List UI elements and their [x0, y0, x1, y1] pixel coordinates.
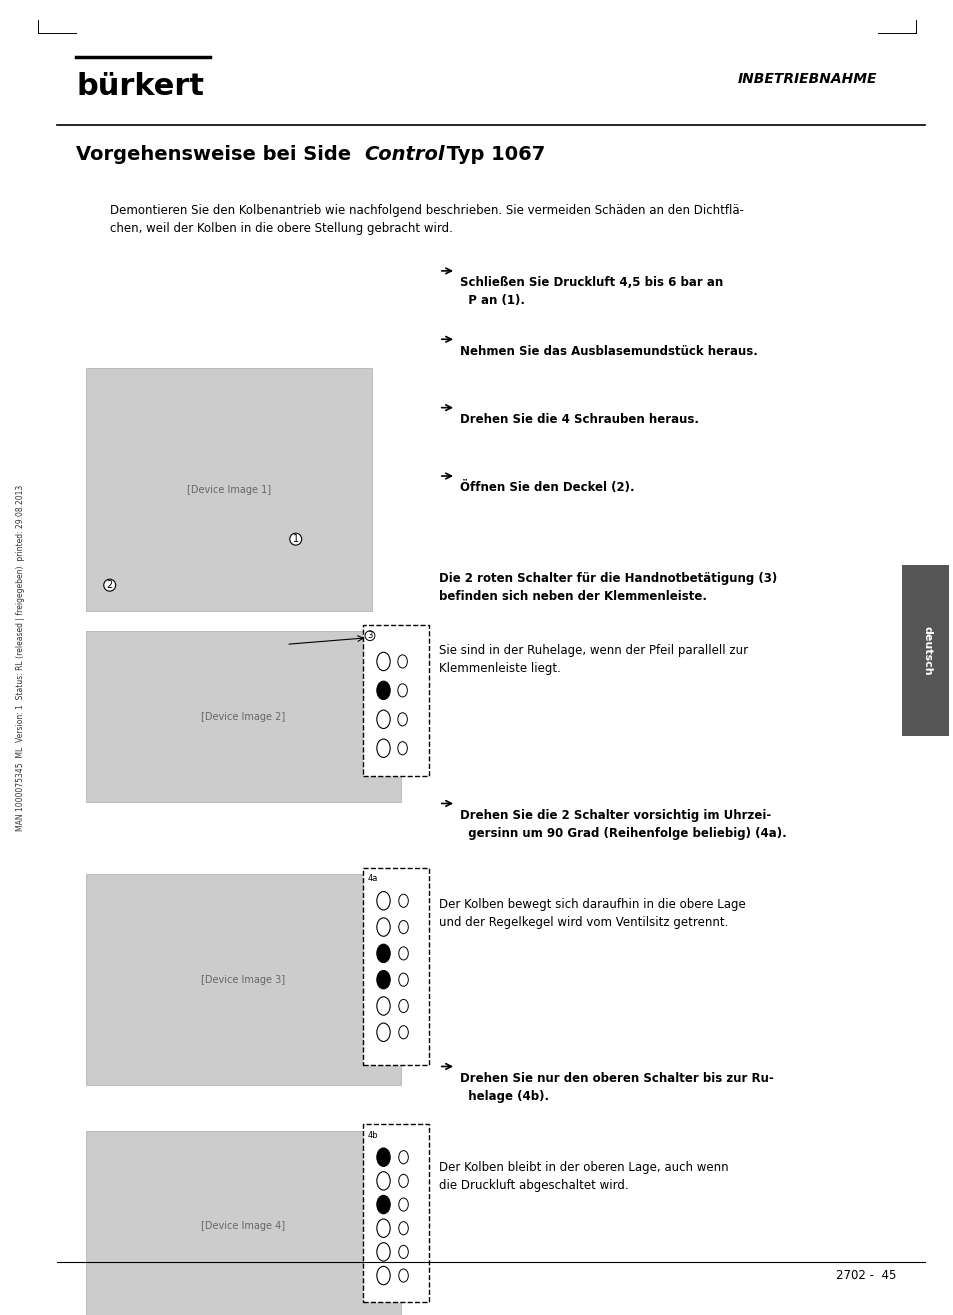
Circle shape	[398, 1026, 408, 1039]
Circle shape	[376, 1172, 390, 1190]
Circle shape	[398, 1269, 408, 1282]
Text: Typ 1067: Typ 1067	[439, 145, 544, 163]
Circle shape	[376, 1219, 390, 1237]
Circle shape	[398, 1245, 408, 1258]
Text: Der Kolben bewegt sich daraufhin in die obere Lage
und der Regelkegel wird vom V: Der Kolben bewegt sich daraufhin in die …	[438, 898, 745, 930]
Text: 4a: 4a	[367, 874, 377, 884]
Text: Öffnen Sie den Deckel (2).: Öffnen Sie den Deckel (2).	[459, 481, 634, 494]
Circle shape	[398, 1198, 408, 1211]
Circle shape	[376, 1148, 390, 1166]
Text: Control: Control	[364, 145, 444, 163]
FancyBboxPatch shape	[362, 625, 429, 776]
Circle shape	[376, 892, 390, 910]
Text: deutsch: deutsch	[922, 626, 931, 676]
FancyBboxPatch shape	[86, 1131, 400, 1315]
Circle shape	[376, 1243, 390, 1261]
FancyBboxPatch shape	[86, 874, 400, 1085]
Circle shape	[397, 713, 407, 726]
Circle shape	[398, 947, 408, 960]
Text: Die 2 roten Schalter für die Handnotbetätigung (3)
befinden sich neben der Klemm: Die 2 roten Schalter für die Handnotbetä…	[438, 572, 777, 604]
FancyBboxPatch shape	[86, 368, 372, 611]
Circle shape	[397, 684, 407, 697]
Circle shape	[376, 1266, 390, 1285]
Text: Nehmen Sie das Ausblasemundstück heraus.: Nehmen Sie das Ausblasemundstück heraus.	[459, 345, 757, 358]
Text: Drehen Sie die 2 Schalter vorsichtig im Uhrzei-
  gersinn um 90 Grad (Reihenfolg: Drehen Sie die 2 Schalter vorsichtig im …	[459, 809, 786, 840]
Text: Schließen Sie Druckluft 4,5 bis 6 bar an
  P an (1).: Schließen Sie Druckluft 4,5 bis 6 bar an…	[459, 276, 722, 308]
Circle shape	[376, 970, 390, 989]
FancyBboxPatch shape	[362, 1124, 429, 1302]
Circle shape	[376, 1195, 390, 1214]
Text: 4b: 4b	[367, 1131, 377, 1140]
Circle shape	[398, 894, 408, 907]
Circle shape	[398, 973, 408, 986]
Text: 2702 -  45: 2702 - 45	[836, 1269, 896, 1282]
Circle shape	[398, 1174, 408, 1187]
Text: Demontieren Sie den Kolbenantrieb wie nachfolgend beschrieben. Sie vermeiden Sch: Demontieren Sie den Kolbenantrieb wie na…	[110, 204, 743, 235]
FancyBboxPatch shape	[362, 868, 429, 1065]
Circle shape	[376, 1023, 390, 1041]
Circle shape	[376, 997, 390, 1015]
Text: 1: 1	[293, 534, 298, 544]
Circle shape	[398, 1151, 408, 1164]
Circle shape	[376, 681, 390, 700]
Text: [Device Image 1]: [Device Image 1]	[187, 485, 271, 494]
Text: 2: 2	[107, 580, 112, 590]
Circle shape	[398, 920, 408, 934]
Text: Der Kolben bleibt in der oberen Lage, auch wenn
die Druckluft abgeschaltet wird.: Der Kolben bleibt in der oberen Lage, au…	[438, 1161, 728, 1193]
FancyBboxPatch shape	[901, 565, 948, 736]
Circle shape	[376, 652, 390, 671]
Text: [Device Image 3]: [Device Image 3]	[201, 974, 285, 985]
Text: MAN 1000075345  ML  Version: 1  Status: RL (released | freigegeben)  printed: 29: MAN 1000075345 ML Version: 1 Status: RL …	[16, 484, 26, 831]
FancyBboxPatch shape	[86, 631, 400, 802]
Text: INBETRIEBNAHME: INBETRIEBNAHME	[738, 72, 877, 87]
Text: Vorgehensweise bei Side: Vorgehensweise bei Side	[76, 145, 351, 163]
Text: Drehen Sie die 4 Schrauben heraus.: Drehen Sie die 4 Schrauben heraus.	[459, 413, 699, 426]
Circle shape	[397, 742, 407, 755]
Text: [Device Image 4]: [Device Image 4]	[201, 1222, 285, 1231]
Circle shape	[376, 739, 390, 757]
Circle shape	[398, 999, 408, 1013]
Text: bürkert: bürkert	[76, 72, 204, 101]
Text: Drehen Sie nur den oberen Schalter bis zur Ru-
  helage (4b).: Drehen Sie nur den oberen Schalter bis z…	[459, 1072, 773, 1103]
Circle shape	[398, 1222, 408, 1235]
Text: [Device Image 2]: [Device Image 2]	[201, 711, 285, 722]
Circle shape	[376, 918, 390, 936]
Circle shape	[397, 655, 407, 668]
Circle shape	[376, 944, 390, 963]
Circle shape	[376, 710, 390, 729]
Text: 3: 3	[367, 631, 373, 640]
Text: Sie sind in der Ruhelage, wenn der Pfeil parallell zur
Klemmenleiste liegt.: Sie sind in der Ruhelage, wenn der Pfeil…	[438, 644, 747, 676]
